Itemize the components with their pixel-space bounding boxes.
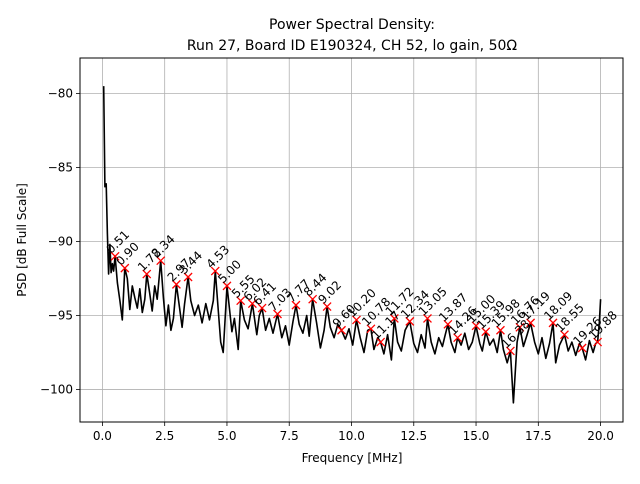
x-tick-label: 17.5 <box>525 429 552 443</box>
y-tick-label: −90 <box>48 234 73 248</box>
peak-marker <box>171 279 181 289</box>
chart-subtitle: Run 27, Board ID E190324, CH 52, lo gain… <box>187 38 517 54</box>
y-axis-label: PSD [dB Full Scale] <box>15 183 29 297</box>
peak-marker <box>291 300 301 310</box>
peak-marker <box>577 343 587 353</box>
y-tick-label: −100 <box>40 382 73 396</box>
peak-marker <box>222 281 232 291</box>
x-tick-label: 20.0 <box>587 429 614 443</box>
peak-marker <box>308 294 318 304</box>
x-tick-label: 5.0 <box>217 429 236 443</box>
peak-marker <box>560 330 569 340</box>
x-axis-ticks: 0.0 2.5 5.0 7.5 10.0 12.5 15.0 17.5 20.0 <box>93 422 614 443</box>
peak-marker <box>471 321 481 331</box>
peak-marker <box>376 337 386 347</box>
x-tick-label: 15.0 <box>463 429 490 443</box>
peak-marker <box>273 309 282 319</box>
peak-marker <box>322 302 332 312</box>
peak-marker <box>548 318 558 328</box>
peak-marker <box>481 327 491 337</box>
peak-marker <box>443 319 453 329</box>
peak-marker <box>236 296 246 306</box>
peak-marker <box>505 346 515 356</box>
peak-marker <box>183 272 193 282</box>
peak-markers <box>110 251 603 356</box>
peak-marker <box>495 325 505 335</box>
x-tick-label: 10.0 <box>338 429 365 443</box>
peak-marker <box>110 251 120 261</box>
y-axis-ticks: −80 −85 −90 −95 −100 <box>40 87 80 396</box>
peak-marker <box>366 324 376 334</box>
grid <box>80 58 623 422</box>
chart-title: Power Spectral Density: <box>269 17 435 33</box>
y-tick-label: −80 <box>48 87 73 101</box>
peak-marker <box>247 299 257 309</box>
plot-area <box>102 86 602 404</box>
peak-marker <box>142 269 152 279</box>
peak-marker <box>515 322 525 332</box>
y-tick-label: −85 <box>48 160 73 174</box>
peak-marker <box>389 313 399 323</box>
peak-marker <box>352 315 361 325</box>
y-tick-label: −95 <box>48 308 73 322</box>
x-tick-label: 7.5 <box>280 429 299 443</box>
x-tick-label: 2.5 <box>155 429 174 443</box>
peak-marker <box>257 303 267 313</box>
peak-marker <box>593 337 603 347</box>
x-axis-label: Frequency [MHz] <box>302 451 403 465</box>
peak-marker <box>156 256 166 266</box>
peak-marker <box>405 316 415 326</box>
peak-marker <box>423 313 432 323</box>
peak-marker <box>210 266 220 276</box>
peak-marker <box>120 263 130 273</box>
x-tick-label: 12.5 <box>400 429 427 443</box>
x-tick-label: 0.0 <box>93 429 112 443</box>
peak-marker <box>526 318 536 328</box>
peak-marker <box>337 325 346 335</box>
psd-line <box>102 86 602 404</box>
peak-marker <box>453 333 463 343</box>
